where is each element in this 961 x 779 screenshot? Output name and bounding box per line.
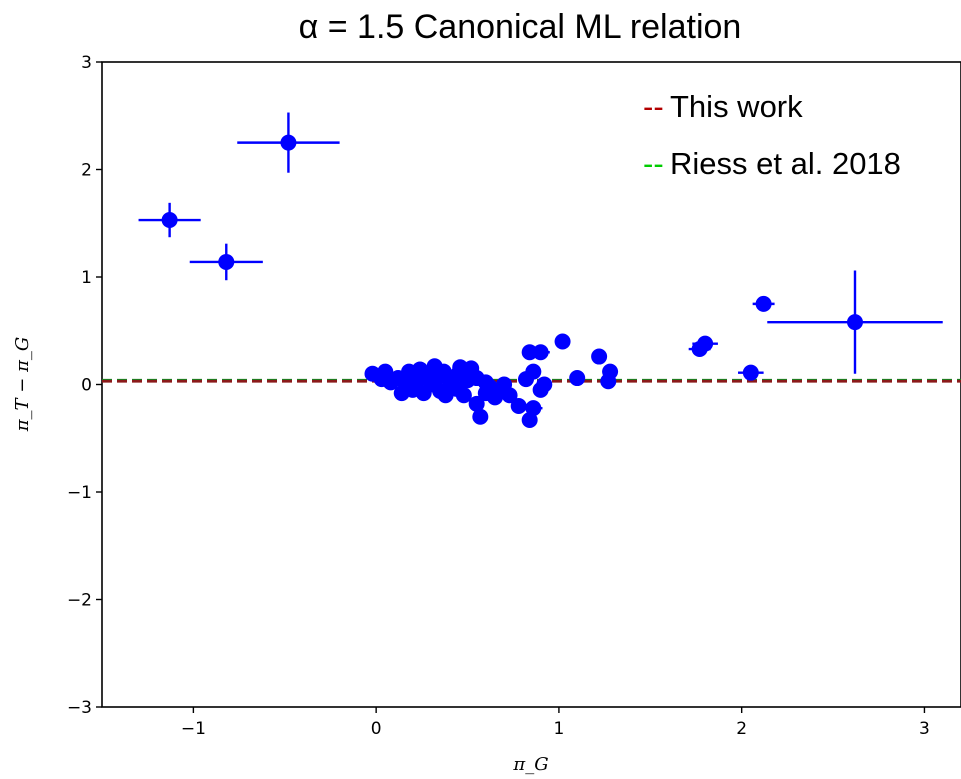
data-point — [481, 378, 498, 395]
legend-item-riess: -- Riess et al. 2018 — [643, 146, 901, 181]
x-tick-label: 3 — [919, 719, 930, 739]
y-tick-label: −2 — [67, 591, 92, 611]
data-point — [510, 398, 527, 414]
data-point — [448, 380, 465, 397]
x-tick-label: 1 — [554, 719, 565, 739]
legend-label-riess: Riess et al. 2018 — [670, 146, 901, 181]
y-tick-label: −3 — [67, 698, 92, 718]
data-points — [161, 134, 863, 428]
data-point — [161, 212, 178, 229]
y-tick-label: 3 — [81, 53, 92, 73]
data-point — [600, 373, 617, 390]
data-point — [518, 371, 535, 388]
x-tick-label: −1 — [181, 719, 206, 739]
data-point — [569, 370, 586, 387]
y-tick-label: 0 — [81, 376, 92, 396]
data-point — [428, 370, 445, 387]
data-point — [742, 364, 759, 381]
data-point — [468, 370, 485, 387]
data-point — [521, 344, 538, 361]
data-point — [468, 395, 485, 412]
data-point — [846, 314, 863, 331]
x-axis-ticks: −1 0 1 2 3 — [181, 707, 930, 739]
data-point — [280, 134, 297, 151]
data-point — [532, 381, 549, 398]
data-point — [218, 253, 235, 270]
plot-area — [101, 61, 961, 708]
data-point — [452, 359, 469, 376]
x-tick-label: 0 — [371, 719, 382, 739]
y-tick-label: 2 — [81, 161, 92, 181]
y-tick-label: −1 — [67, 483, 92, 503]
data-point — [364, 365, 381, 382]
legend-label-this-work: This work — [670, 89, 803, 124]
data-point — [554, 333, 571, 350]
data-point — [472, 408, 489, 425]
data-point — [521, 411, 538, 428]
legend: -- This work -- Riess et al. 2018 — [643, 89, 901, 181]
legend-dash-this-work: -- — [643, 89, 664, 124]
data-point — [755, 295, 772, 312]
legend-dash-riess: -- — [643, 146, 664, 181]
data-point — [591, 348, 608, 365]
data-point — [496, 376, 513, 393]
data-point — [532, 344, 549, 361]
x-axis-label: π_G — [512, 754, 548, 775]
y-axis-label: π_T − π_G — [12, 337, 33, 433]
x-tick-label: 2 — [736, 719, 747, 739]
y-tick-label: 1 — [81, 268, 92, 288]
y-axis-ticks: −3 −2 −1 0 1 2 3 — [67, 53, 102, 718]
data-point — [393, 385, 410, 402]
chart-title: α = 1.5 Canonical ML relation — [299, 8, 742, 46]
data-point — [691, 341, 708, 358]
legend-item-this-work: -- This work — [643, 89, 803, 124]
